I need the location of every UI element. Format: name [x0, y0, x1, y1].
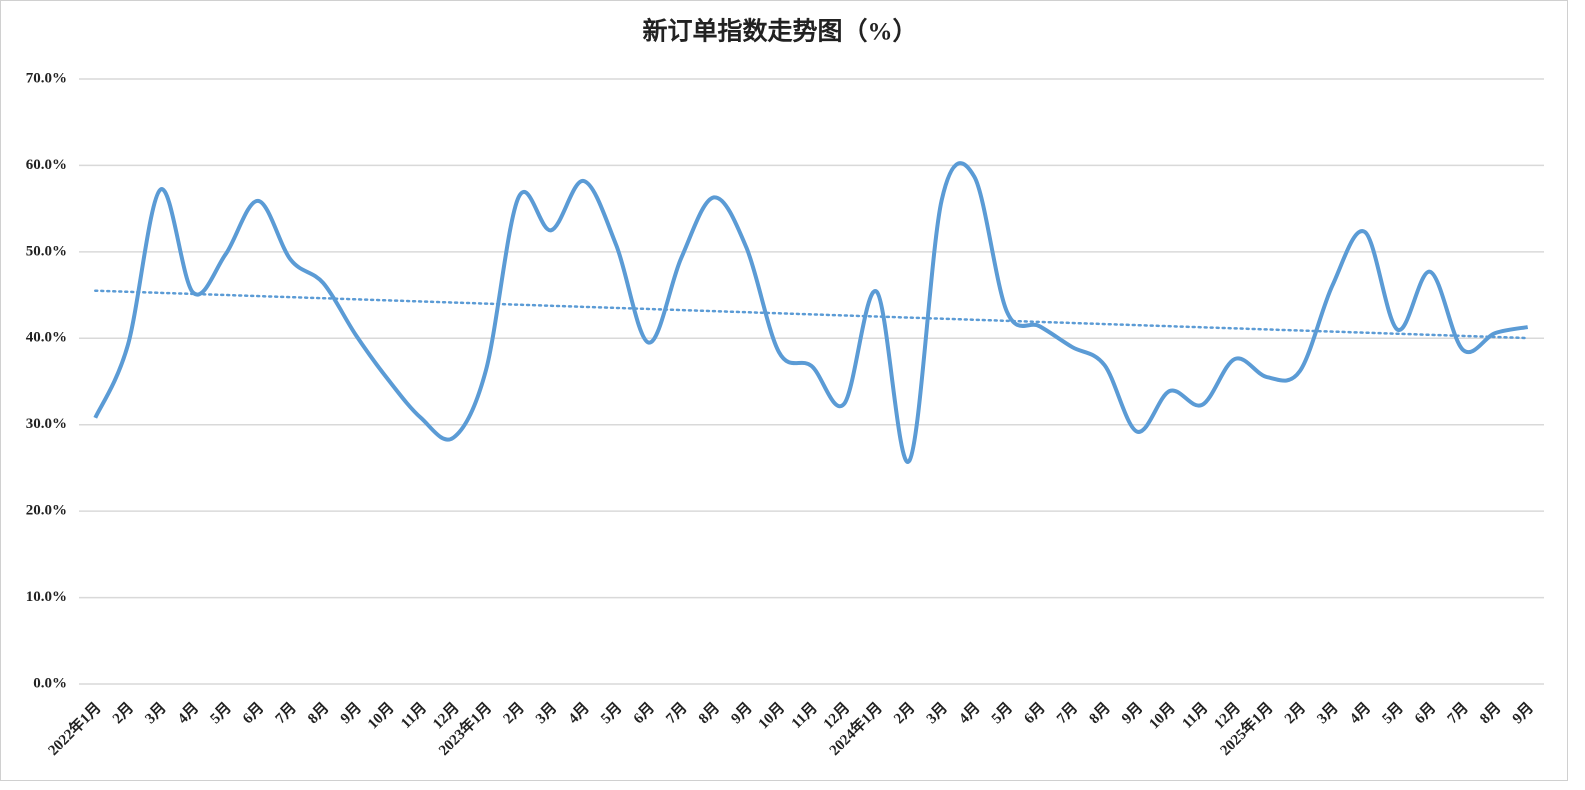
data-line — [93, 161, 1529, 464]
chart-border — [0, 0, 1568, 781]
y-tick-label: 60.0% — [26, 157, 67, 173]
y-tick-label: 70.0% — [26, 70, 67, 86]
chart-title: 新订单指数走势图（%） — [642, 17, 917, 46]
y-tick-label: 10.0% — [26, 589, 67, 605]
y-tick-label: 40.0% — [26, 330, 67, 346]
trend-line — [94, 289, 1529, 340]
y-tick-label: 50.0% — [26, 243, 67, 259]
y-tick-label: 30.0% — [26, 416, 67, 432]
y-tick-label: 20.0% — [26, 503, 67, 519]
y-tick-label: 0.0% — [33, 675, 67, 691]
